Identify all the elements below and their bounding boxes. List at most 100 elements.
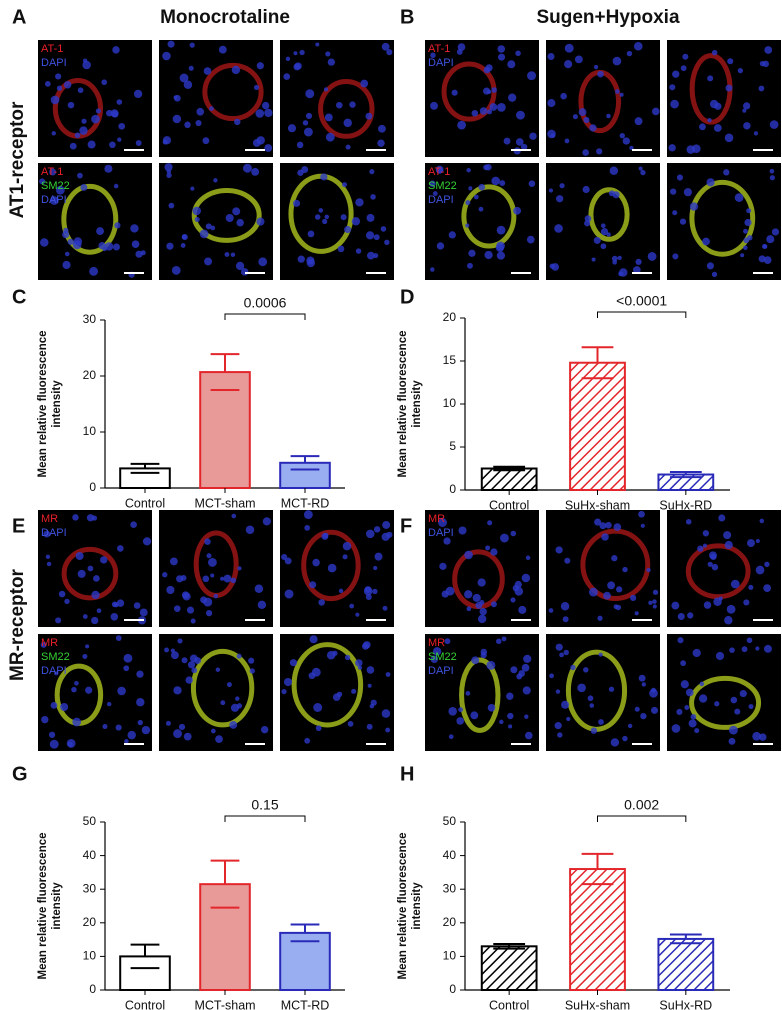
stain-label: MR	[428, 513, 445, 525]
nucleus	[101, 79, 108, 86]
nucleus	[45, 554, 51, 559]
nucleus	[702, 530, 710, 537]
nucleus	[764, 46, 773, 54]
nucleus	[490, 601, 497, 608]
nucleus	[464, 590, 473, 599]
nucleus	[630, 594, 637, 601]
nucleus	[117, 686, 126, 696]
nucleus	[752, 731, 761, 741]
nucleus	[746, 637, 753, 644]
nucleus	[715, 651, 725, 661]
nucleus	[608, 686, 615, 692]
nucleus	[87, 565, 94, 572]
nucleus	[730, 579, 740, 589]
nucleus	[584, 215, 592, 222]
nucleus	[172, 114, 182, 124]
x-tick-label: MCT-sham	[194, 496, 255, 510]
nucleus	[510, 530, 517, 537]
nucleus	[253, 84, 260, 91]
nucleus	[574, 55, 583, 64]
nucleus	[62, 260, 71, 270]
nucleus	[381, 42, 390, 51]
bar	[657, 937, 715, 991]
nucleus	[718, 596, 723, 601]
nucleus	[590, 727, 598, 734]
vessel	[191, 187, 262, 243]
nucleus	[627, 723, 633, 729]
nucleus	[465, 223, 470, 228]
nucleus	[230, 703, 240, 712]
nucleus	[235, 261, 245, 271]
nucleus	[759, 518, 765, 524]
nucleus	[512, 585, 519, 592]
nucleus	[737, 68, 743, 74]
nucleus	[123, 653, 133, 663]
nucleus	[100, 556, 108, 564]
nucleus	[634, 706, 640, 712]
nucleus	[748, 704, 754, 710]
nucleus	[242, 163, 252, 173]
nucleus	[487, 109, 493, 115]
nucleus	[583, 116, 590, 124]
nucleus	[205, 609, 213, 617]
nucleus	[283, 677, 293, 687]
stain-label: DAPI	[41, 527, 67, 539]
nucleus	[547, 52, 555, 61]
nucleus	[199, 229, 209, 239]
nucleus	[124, 739, 129, 744]
nucleus	[171, 651, 179, 660]
nucleus	[706, 178, 715, 187]
nucleus	[487, 520, 493, 526]
nucleus	[468, 249, 476, 257]
micrograph	[280, 40, 394, 157]
nucleus	[167, 40, 175, 48]
nucleus	[669, 84, 676, 91]
nucleus	[386, 49, 393, 56]
stain-label: SM22	[428, 180, 457, 192]
nucleus	[373, 526, 381, 533]
nucleus	[130, 521, 137, 529]
nucleus	[685, 518, 692, 525]
nucleus	[516, 673, 523, 680]
nucleus	[162, 572, 168, 578]
nucleus	[236, 653, 242, 659]
nucleus	[711, 271, 718, 278]
nucleus	[724, 133, 734, 143]
nucleus	[740, 253, 745, 258]
nucleus	[671, 724, 681, 733]
nucleus	[456, 717, 465, 725]
nucleus	[355, 198, 364, 207]
nucleus	[609, 166, 619, 175]
nucleus	[688, 719, 697, 728]
nucleus	[43, 530, 51, 538]
nucleus	[677, 637, 684, 644]
nucleus	[347, 720, 354, 727]
nucleus	[366, 666, 375, 674]
nucleus	[229, 720, 238, 729]
stain-label: AT-1	[41, 43, 63, 55]
nucleus	[485, 545, 491, 551]
nucleus	[632, 266, 641, 274]
nucleus	[293, 51, 298, 56]
nucleus	[497, 53, 506, 61]
nucleus	[189, 654, 198, 663]
significance-label: 0.002	[624, 797, 659, 813]
vessel	[588, 187, 630, 242]
nucleus	[591, 257, 596, 262]
nucleus	[763, 584, 772, 593]
nucleus	[322, 532, 329, 539]
nucleus	[672, 70, 680, 78]
x-tick-label: SuHx-sham	[565, 498, 630, 512]
nucleus	[561, 700, 570, 709]
bar	[119, 467, 171, 489]
nucleus	[231, 65, 241, 75]
nucleus	[697, 545, 704, 552]
vessel	[291, 642, 364, 728]
stain-label: SM22	[41, 651, 70, 663]
nucleus	[577, 683, 586, 693]
nucleus	[260, 725, 269, 734]
nucleus	[304, 737, 311, 744]
nucleus	[311, 667, 321, 677]
nucleus	[600, 223, 606, 229]
nucleus	[183, 80, 193, 89]
